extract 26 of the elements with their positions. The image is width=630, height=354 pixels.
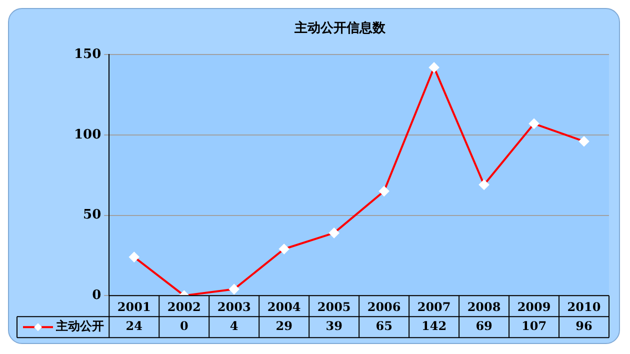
- data-label: 4: [230, 319, 238, 334]
- y-tick-label: 100: [74, 127, 102, 142]
- y-tick-label: 50: [83, 208, 102, 223]
- data-label: 24: [126, 319, 142, 334]
- data-label: 0: [180, 319, 188, 334]
- data-label: 142: [422, 319, 447, 334]
- y-tick-label: 150: [74, 46, 102, 62]
- data-label: 29: [276, 319, 292, 334]
- x-tick-label: 2005: [317, 300, 351, 314]
- data-label: 96: [576, 319, 592, 334]
- data-label: 107: [521, 319, 547, 334]
- x-tick-label: 2003: [217, 300, 251, 314]
- data-label: 39: [326, 319, 342, 334]
- x-tick-label: 2001: [117, 300, 151, 314]
- x-tick-label: 2002: [167, 300, 201, 314]
- x-tick-label: 2004: [267, 300, 301, 314]
- chart-title: 主动公开信息数: [294, 20, 386, 36]
- x-tick-label: 2010: [567, 300, 601, 314]
- data-label: 69: [476, 319, 492, 334]
- data-label: 65: [376, 319, 392, 334]
- x-tick-label: 2007: [417, 300, 451, 314]
- x-tick-label: 2009: [517, 300, 551, 314]
- x-tick-label: 2008: [467, 300, 501, 314]
- y-tick-label: 0: [92, 288, 102, 303]
- legend-label: 主动公开: [55, 319, 104, 334]
- x-tick-label: 2006: [367, 300, 401, 314]
